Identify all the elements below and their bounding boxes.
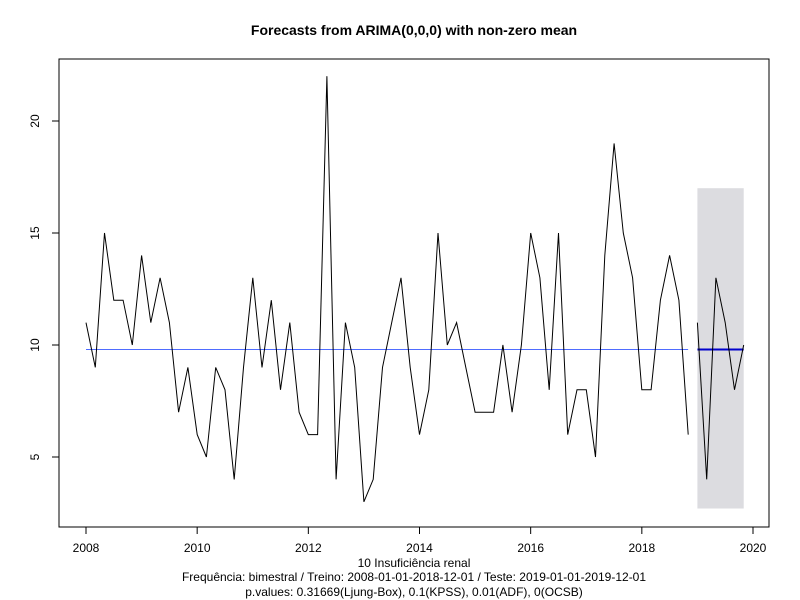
forecast-interval-band [697,188,744,509]
forecast-interval-layer [697,188,744,509]
test-series-line [696,277,745,480]
y-tick-label: 5 [28,453,42,460]
plot-frame [58,58,770,528]
x-tick-label: 2014 [406,541,433,555]
x-tick-label: 2020 [740,541,767,555]
y-tick-label: 20 [28,114,42,128]
x-axis: 2008 2010 2012 2014 2016 2018 2020 [73,526,767,555]
chart-title: Forecasts from ARIMA(0,0,0) with non-zer… [251,22,577,38]
x-tick-label: 2016 [517,541,544,555]
footnote-frequency: Frequência: bimestral / Treino: 2008-01-… [182,570,646,584]
y-axis: 5 10 15 20 [28,114,60,460]
x-tick-label: 2012 [295,541,322,555]
x-tick-label: 2010 [184,541,211,555]
footnote-pvalues: p.values: 0.31669(Ljung-Box), 0.1(KPSS),… [245,585,582,599]
x-tick-label: 2018 [628,541,655,555]
x-tick-label: 2008 [73,541,100,555]
y-tick-label: 15 [28,226,42,240]
x-axis-label: 10 Insuficiência renal [358,556,471,570]
training-series-line [85,76,689,502]
y-tick-label: 10 [28,338,42,352]
series-layer [85,76,745,502]
